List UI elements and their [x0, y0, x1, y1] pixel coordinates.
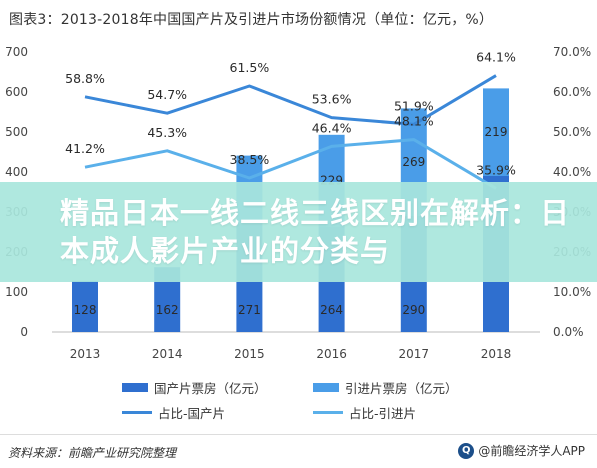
y-right-tick-label: 70.0% — [553, 45, 591, 59]
bar-label-import: 269 — [402, 155, 425, 169]
line-label-domestic: 64.1% — [476, 50, 516, 65]
x-tick-label: 2015 — [234, 347, 265, 361]
legend-swatch-import — [313, 383, 339, 392]
line-domestic-share — [84, 74, 497, 126]
line-label-import: 35.9% — [476, 162, 516, 177]
line-import-share — [84, 138, 497, 190]
chart-title: 图表3：2013-2018年中国国产片及引进片市场份额情况（单位：亿元，%） — [9, 12, 494, 28]
y-left-tick-label: 600 — [5, 85, 28, 99]
bar-label-domestic: 162 — [156, 303, 179, 317]
brand-credit: Q @前瞻经济学人APP — [458, 442, 585, 459]
legend-swatch-domestic-share — [122, 411, 152, 414]
legend-label-domestic-share: 占比-国产片 — [158, 406, 226, 421]
bar-domestic — [72, 280, 98, 332]
line-label-domestic: 58.8% — [65, 71, 105, 86]
line-label-domestic: 53.6% — [312, 92, 352, 107]
x-tick-label: 2014 — [152, 347, 183, 361]
line-label-domestic: 61.5% — [230, 60, 270, 75]
y-right-tick-label: 0.0% — [553, 325, 584, 339]
line-label-import: 38.5% — [230, 152, 270, 167]
legend-domestic-bar: 国产片票房（亿元） — [122, 378, 267, 397]
banner-headline[interactable]: 精品日本一线二线三线区别在解析：日本成人影片产业的分类与 — [60, 196, 571, 268]
line-label-import: 48.1% — [394, 114, 434, 129]
legend-swatch-import-share — [313, 411, 343, 414]
overlay-banner[interactable]: 精品日本一线二线三线区别在解析：日本成人影片产业的分类与 — [0, 182, 597, 282]
line-label-import: 46.4% — [312, 120, 352, 135]
y-right-tick-label: 60.0% — [553, 85, 591, 99]
y-right-tick-label: 50.0% — [553, 125, 591, 139]
line-label-domestic: 51.9% — [394, 98, 434, 113]
x-tick-label: 2013 — [70, 347, 101, 361]
x-tick-label: 2016 — [316, 347, 347, 361]
y-right-tick-label: 10.0% — [553, 285, 591, 299]
legend-import-line: 占比-引进片 — [313, 403, 416, 422]
x-tick-label: 2017 — [399, 347, 430, 361]
legend-import-bar: 引进片票房（亿元） — [313, 378, 458, 397]
legend-label-import: 引进片票房（亿元） — [345, 381, 458, 396]
legend-domestic-line: 占比-国产片 — [122, 403, 225, 422]
y-left-tick-label: 400 — [5, 165, 28, 179]
y-right-tick-label: 40.0% — [553, 165, 591, 179]
line-data-labels: 58.8% 54.7% 61.5% 53.6% 51.9% 64.1% 41.2% 45.3%… — [65, 50, 516, 178]
y-left-tick-label: 500 — [5, 125, 28, 139]
data-source: 资料来源：前瞻产业研究院整理 — [8, 446, 177, 460]
y-left-tick-label: 700 — [5, 45, 28, 59]
legend-swatch-domestic — [122, 383, 148, 392]
legend-label-import-share: 占比-引进片 — [349, 406, 417, 421]
line-series — [84, 74, 497, 190]
footer: 资料来源：前瞻产业研究院整理 Q @前瞻经济学人APP — [0, 434, 597, 468]
y-left-tick-label: 100 — [5, 285, 28, 299]
legend-label-domestic: 国产片票房（亿元） — [154, 381, 267, 396]
logo-icon: Q — [458, 442, 475, 459]
brand-name: @前瞻经济学人APP — [478, 444, 585, 458]
y-left-tick-label: 0 — [20, 325, 28, 339]
bar-label-domestic: 271 — [238, 303, 261, 317]
line-label-import: 41.2% — [65, 141, 105, 156]
bar-label-import: 219 — [485, 125, 508, 139]
line-label-domestic: 54.7% — [147, 87, 187, 102]
bar-import — [483, 88, 509, 176]
bar-label-domestic: 128 — [74, 303, 97, 317]
title-bar: 图表3：2013-2018年中国国产片及引进片市场份额情况（单位：亿元，%） — [0, 0, 597, 36]
bar-label-domestic: 290 — [402, 303, 425, 317]
x-tick-label: 2018 — [481, 347, 512, 361]
line-label-import: 45.3% — [147, 125, 187, 140]
bar-label-domestic: 264 — [320, 303, 343, 317]
